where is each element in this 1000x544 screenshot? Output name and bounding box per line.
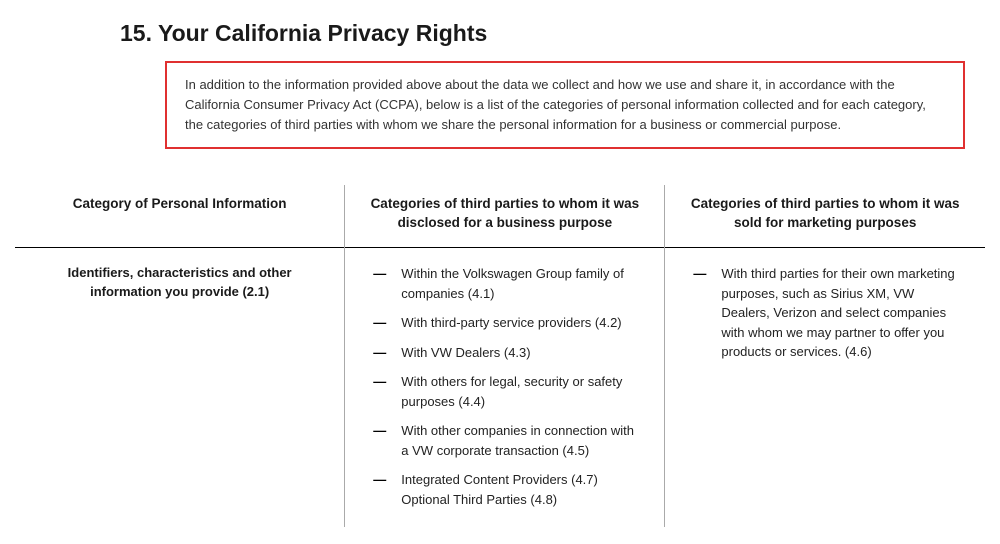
section-heading: 15. Your California Privacy Rights — [120, 20, 985, 47]
privacy-table: Category of Personal Information Categor… — [15, 185, 985, 527]
header-sold: Categories of third parties to whom it w… — [665, 185, 985, 247]
list-item: With third parties for their own marketi… — [685, 264, 965, 362]
list-item: With third-party service providers (4.2) — [365, 313, 644, 333]
list-item: Within the Volkswagen Group family of co… — [365, 264, 644, 303]
list-item: With others for legal, security or safet… — [365, 372, 644, 411]
document-page: 15. Your California Privacy Rights In ad… — [0, 0, 1000, 527]
sold-list: With third parties for their own marketi… — [677, 264, 973, 362]
header-category: Category of Personal Information — [15, 185, 345, 247]
list-item: With other companies in connection with … — [365, 421, 644, 460]
table-row: Identifiers, characteristics and other i… — [15, 248, 985, 528]
header-disclosed: Categories of third parties to whom it w… — [345, 185, 665, 247]
disclosed-list: Within the Volkswagen Group family of co… — [357, 264, 652, 509]
row-category-label: Identifiers, characteristics and other i… — [27, 264, 332, 302]
list-item: Integrated Content Providers (4.7) Optio… — [365, 470, 644, 509]
intro-callout: In addition to the information provided … — [165, 61, 965, 149]
list-item: With VW Dealers (4.3) — [365, 343, 644, 363]
